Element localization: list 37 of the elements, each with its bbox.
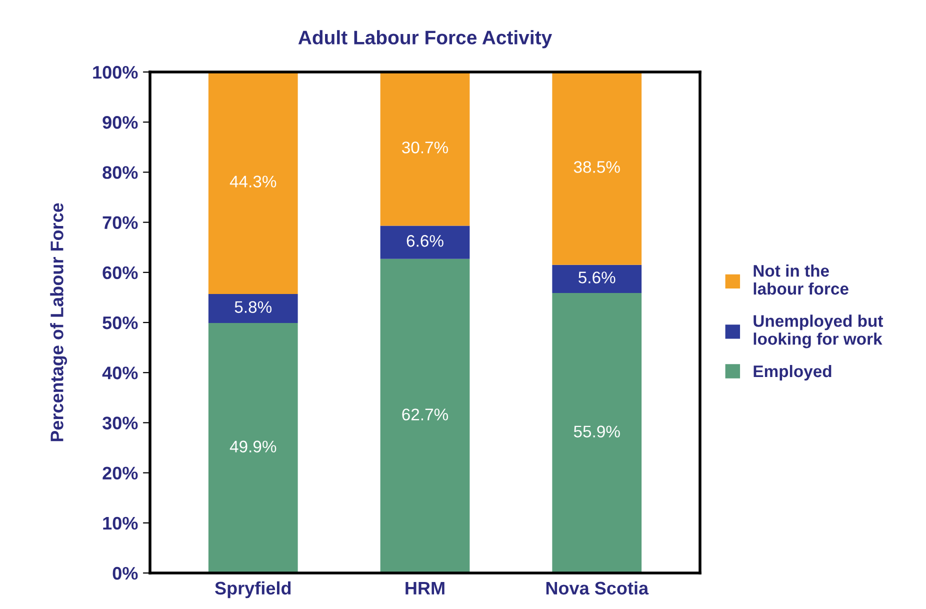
y-tick-label: 60%: [102, 266, 138, 280]
bar: [208, 72, 298, 294]
data-label: 5.8%: [234, 301, 272, 313]
bar: [380, 72, 470, 226]
bar: [552, 292, 642, 573]
y-tick-label: 10%: [103, 516, 138, 530]
x-tick-label: Nova Scotia: [546, 581, 649, 595]
legend-label: Unemployed but looking for work: [754, 314, 884, 348]
bar: [208, 294, 298, 323]
y-tick-label: 30%: [102, 416, 138, 430]
data-label: 49.9%: [230, 440, 276, 452]
y-tick-label: 0%: [112, 566, 138, 580]
x-tick-label: HRM: [406, 582, 444, 594]
bar: [552, 264, 642, 293]
data-label: 5.6%: [578, 272, 616, 284]
y-tick-label: 90%: [102, 116, 138, 129]
data-label: 55.9%: [574, 426, 620, 438]
data-label: 62.7%: [402, 408, 448, 420]
y-tick-label: 20%: [102, 466, 138, 480]
bar: [208, 323, 298, 573]
data-label: 38.5%: [574, 161, 620, 173]
chart-title: Adult Labour Force Activity: [298, 30, 552, 48]
x-tick-label: Spryfield: [215, 581, 291, 598]
data-label: 30.7%: [402, 142, 448, 154]
bar: [380, 226, 470, 259]
y-tick-label: 70%: [102, 216, 138, 230]
data-label: 44.3%: [230, 176, 276, 188]
y-tick-label: 40%: [102, 366, 138, 380]
y-tick-label: 100%: [93, 66, 138, 79]
legend-label: Not in the labour force: [754, 264, 848, 295]
y-tick-label: 80%: [102, 166, 138, 179]
bar: [380, 258, 470, 573]
y-axis-title: Percentage of Labour Force: [50, 203, 68, 442]
data-label: 6.6%: [406, 235, 444, 247]
legend-label: Employed: [754, 364, 832, 381]
y-tick-label: 50%: [102, 316, 138, 330]
bar: [552, 72, 642, 265]
